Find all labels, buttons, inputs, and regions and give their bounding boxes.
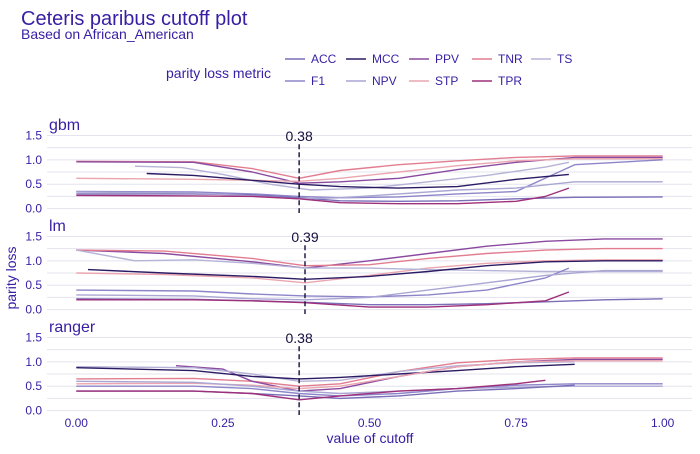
x-tick-label: 0.75: [504, 416, 528, 430]
cutoff-label: 0.38: [286, 330, 313, 346]
legend-title: parity loss metric: [166, 65, 271, 81]
legend-label-npv: NPV: [372, 74, 397, 88]
y-tick-label: 1.5: [25, 128, 42, 142]
series-line-tpr: [76, 291, 570, 308]
series-line-tpr: [76, 187, 570, 205]
legend-label-tpr: TPR: [498, 74, 522, 88]
series-line-tpr: [76, 379, 546, 401]
y-tick-label: 0.0: [25, 202, 42, 216]
series-line-mcc: [87, 260, 663, 280]
y-tick-label: 0.0: [25, 404, 42, 418]
legend-label-tnr: TNR: [498, 52, 523, 66]
series-line-f1: [76, 383, 663, 397]
y-tick-label: 0.5: [25, 177, 42, 191]
y-tick-label: 1.0: [25, 355, 42, 369]
y-tick-label: 0.5: [25, 278, 42, 292]
series-line-npv: [76, 181, 663, 200]
y-tick-label: 0.5: [25, 379, 42, 393]
legend-label-mcc: MCC: [372, 52, 400, 66]
x-axis: 0.00 0.25 0.50 0.75 1.00: [65, 416, 675, 430]
legend: ACC MCC PPV TNR TS F1 NPV STP TPR: [285, 52, 572, 88]
series-line-mcc: [146, 172, 569, 189]
y-tick-label: 1.5: [25, 229, 42, 243]
series-line-ts: [134, 161, 570, 191]
y-tick-label: 1.5: [25, 330, 42, 344]
y-axis-label: parity loss: [3, 246, 19, 309]
x-tick-label: 0.25: [211, 416, 235, 430]
chart-subtitle: Based on African_American: [21, 26, 194, 42]
series-line-tnr: [76, 247, 663, 267]
legend-label-ppv: PPV: [435, 52, 459, 66]
panel-ranger: ranger 0.0 0.5 1.0 1.5 0.38: [25, 319, 692, 418]
panel-gbm: gbm 0.0 0.5 1.0 1.5 0.38: [25, 117, 692, 216]
legend-label-stp: STP: [435, 74, 458, 88]
x-tick-label: 0.00: [65, 416, 89, 430]
x-tick-label: 1.00: [651, 416, 675, 430]
series-line-tnr: [76, 357, 663, 387]
y-tick-label: 1.0: [25, 254, 42, 268]
series-line-ppv: [76, 238, 663, 269]
series-line-stp: [76, 259, 663, 284]
series-line-mcc: [76, 363, 575, 380]
series-line-npv: [76, 269, 663, 301]
x-tick-label: 0.50: [358, 416, 382, 430]
legend-label-f1: F1: [311, 74, 325, 88]
panel-lm: lm 0.0 0.5 1.0 1.5 0.39: [25, 218, 692, 317]
y-tick-label: 1.0: [25, 153, 42, 167]
series-line-ts: [76, 249, 663, 273]
panel-title: lm: [49, 218, 66, 235]
plot-panels: gbm 0.0 0.5 1.0 1.5 0.38 lm 0.0 0.5 1.0 1.5 0.39 ran…: [25, 117, 692, 418]
cutoff-label: 0.39: [291, 229, 318, 245]
panel-title: gbm: [49, 117, 80, 134]
cutoff-label: 0.38: [286, 128, 313, 144]
series-line-tnr: [76, 155, 663, 179]
chart-title: Ceteris paribus cutoff plot: [21, 8, 248, 30]
legend-label-ts: TS: [557, 52, 572, 66]
y-tick-label: 0.0: [25, 303, 42, 317]
legend-label-acc: ACC: [311, 52, 337, 66]
x-axis-label: value of cutoff: [327, 430, 414, 446]
series-line-stp: [76, 158, 663, 182]
series-line-f1: [76, 159, 663, 199]
panel-title: ranger: [49, 319, 96, 336]
